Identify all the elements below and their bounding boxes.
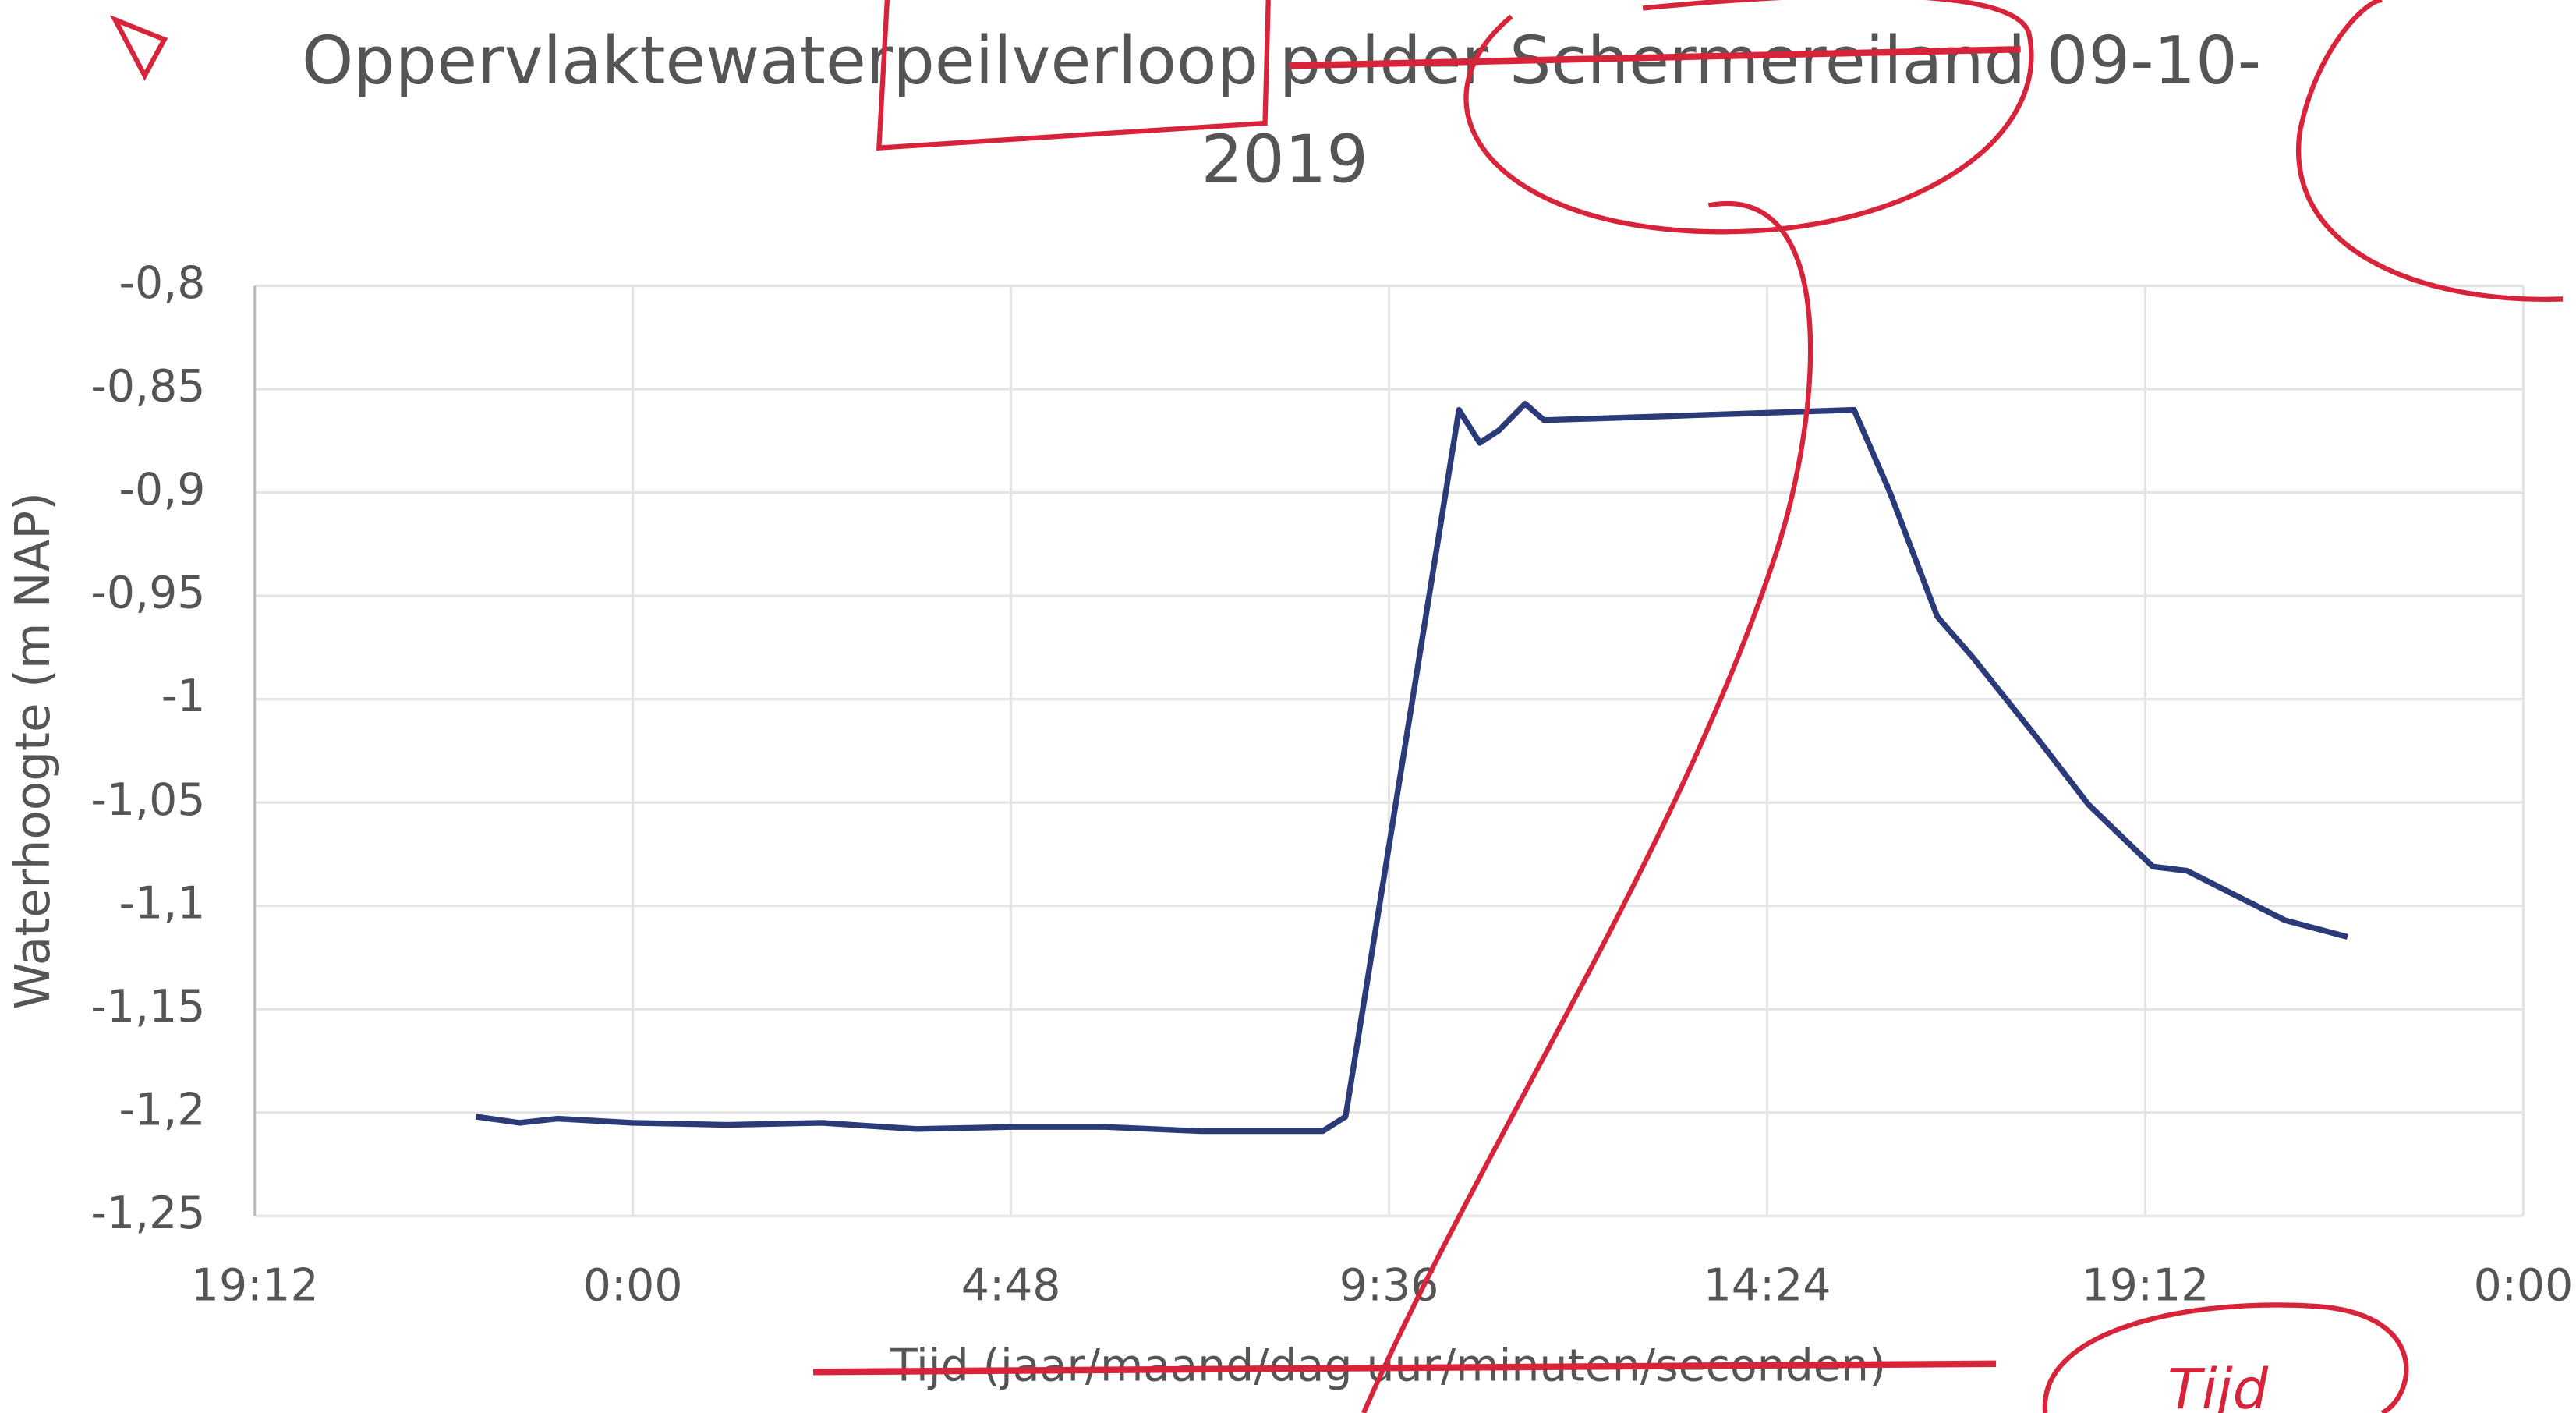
y-tick-label: -1,2 — [119, 1084, 206, 1135]
y-tick-label: -1,15 — [90, 981, 205, 1032]
x-tick-label: 4:48 — [961, 1259, 1061, 1311]
x-tick-label: 0:00 — [583, 1259, 683, 1311]
y-tick-label: -1,05 — [90, 774, 205, 826]
hand-circle — [1463, 0, 2034, 235]
y-axis-label: Waterhoogte (m NAP) — [5, 492, 61, 1010]
markup-annotations — [109, 0, 2564, 1413]
annotation: Tijd — [2167, 1357, 2269, 1413]
hand-box — [876, 0, 1271, 151]
x-tick-label: 19:12 — [191, 1259, 319, 1311]
hand-circle — [2296, 0, 2564, 303]
y-tick-label: -0,95 — [90, 568, 205, 619]
y-tick-label: -0,85 — [90, 361, 205, 413]
strikethrough — [1290, 45, 2021, 69]
hand-arrow — [109, 15, 168, 81]
plot-area: -0,8 -0,85 -0,9 -0,95 -1 -1,05 -1,1 -1,15 -1,2 -1… — [90, 257, 2573, 1311]
y-tick-label: -1,25 — [90, 1188, 205, 1239]
y-tick-label: -0,9 — [119, 464, 206, 515]
chart-title: 2019 — [1201, 122, 1368, 198]
hand-line — [1361, 200, 1813, 1413]
x-tick-label: 14:24 — [1704, 1259, 1831, 1311]
chart-title: Oppervlaktewaterpeilverloop polder Scher… — [302, 23, 2261, 99]
y-tick-label: -1,1 — [119, 877, 206, 929]
y-tick-label: -1 — [161, 671, 206, 722]
hand-circle — [2042, 1302, 2409, 1413]
data-line — [475, 400, 2348, 1135]
x-tick-label: 19:12 — [2082, 1259, 2210, 1311]
strikethrough — [813, 1360, 1997, 1376]
y-tick-label: -0,8 — [119, 257, 206, 309]
x-tick-label: 0:00 — [2474, 1259, 2574, 1311]
